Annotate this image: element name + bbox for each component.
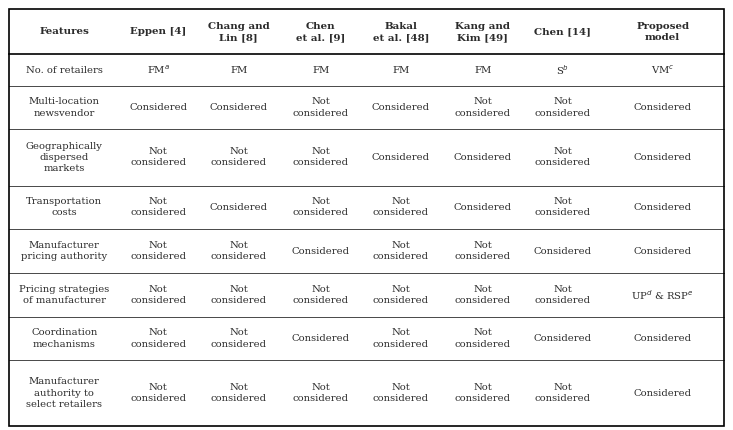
Text: Not
considered: Not considered (130, 329, 186, 349)
Text: Not
considered: Not considered (373, 285, 429, 305)
Text: Not
considered: Not considered (454, 329, 511, 349)
Text: Considered: Considered (534, 246, 592, 255)
Text: Not
considered: Not considered (130, 241, 186, 261)
Text: Not
considered: Not considered (535, 285, 591, 305)
Text: Manufacturer
authority to
select retailers: Manufacturer authority to select retaile… (26, 378, 102, 408)
Text: No. of retailers: No. of retailers (26, 65, 103, 74)
Text: Bakal
et al. [48]: Bakal et al. [48] (372, 22, 429, 42)
Text: Not
considered: Not considered (535, 383, 591, 403)
Text: Considered: Considered (634, 246, 692, 255)
Text: FM: FM (312, 65, 329, 74)
Text: Considered: Considered (634, 103, 692, 112)
Text: Not
considered: Not considered (130, 383, 186, 403)
Text: Considered: Considered (534, 334, 592, 343)
Text: FM: FM (474, 65, 491, 74)
Text: Not
considered: Not considered (211, 147, 267, 167)
Text: Multi-location
newsvendor: Multi-location newsvendor (29, 98, 100, 117)
Text: FM: FM (392, 65, 410, 74)
Text: Transportation
costs: Transportation costs (26, 197, 103, 218)
Text: Not
considered: Not considered (292, 98, 349, 117)
Text: Not
considered: Not considered (454, 241, 511, 261)
Text: Considered: Considered (454, 153, 512, 162)
Text: Not
considered: Not considered (292, 197, 349, 218)
Text: Features: Features (40, 28, 89, 37)
Text: UP$^d$ & RSP$^e$: UP$^d$ & RSP$^e$ (631, 288, 694, 302)
Text: Not
considered: Not considered (373, 197, 429, 218)
Text: Not
considered: Not considered (373, 241, 429, 261)
Text: Not
considered: Not considered (130, 147, 186, 167)
Text: Not
considered: Not considered (211, 383, 267, 403)
Text: Chen [14]: Chen [14] (534, 28, 592, 37)
Text: Eppen [4]: Eppen [4] (130, 28, 186, 37)
Text: Not
considered: Not considered (292, 147, 349, 167)
Text: Not
considered: Not considered (292, 383, 349, 403)
Text: Pricing strategies
of manufacturer: Pricing strategies of manufacturer (19, 285, 109, 305)
Text: VM$^c$: VM$^c$ (651, 64, 674, 76)
Text: Not
considered: Not considered (454, 98, 511, 117)
Text: Not
considered: Not considered (211, 329, 267, 349)
Text: Considered: Considered (372, 153, 430, 162)
Text: Manufacturer
pricing authority: Manufacturer pricing authority (21, 241, 107, 261)
Text: Considered: Considered (634, 153, 692, 162)
Text: S$^b$: S$^b$ (556, 63, 570, 77)
Text: Proposed
model: Proposed model (636, 22, 689, 42)
Text: Geographically
dispersed
markets: Geographically dispersed markets (26, 142, 103, 173)
Text: Considered: Considered (210, 103, 268, 112)
Text: Kang and
Kim [49]: Kang and Kim [49] (455, 22, 510, 42)
Text: Chang and
Lin [8]: Chang and Lin [8] (208, 22, 270, 42)
Text: Considered: Considered (129, 103, 188, 112)
Text: Not
considered: Not considered (130, 285, 186, 305)
Text: Considered: Considered (454, 203, 512, 212)
Text: Not
considered: Not considered (292, 285, 349, 305)
Text: Not
considered: Not considered (535, 98, 591, 117)
Text: Coordination
mechanisms: Coordination mechanisms (31, 329, 97, 349)
Text: Considered: Considered (292, 246, 350, 255)
Text: Considered: Considered (634, 203, 692, 212)
Text: Not
considered: Not considered (211, 241, 267, 261)
Text: Chen
et al. [9]: Chen et al. [9] (296, 22, 345, 42)
Text: Not
considered: Not considered (535, 197, 591, 218)
Text: Considered: Considered (210, 203, 268, 212)
Text: Not
considered: Not considered (454, 285, 511, 305)
Text: Considered: Considered (634, 334, 692, 343)
Text: Considered: Considered (292, 334, 350, 343)
Text: Not
considered: Not considered (373, 329, 429, 349)
Text: Not
considered: Not considered (211, 285, 267, 305)
Text: Not
considered: Not considered (373, 383, 429, 403)
Text: Considered: Considered (634, 389, 692, 397)
Text: Not
considered: Not considered (535, 147, 591, 167)
Text: Not
considered: Not considered (130, 197, 186, 218)
Text: FM: FM (230, 65, 248, 74)
Text: FM$^a$: FM$^a$ (147, 64, 170, 76)
Text: Not
considered: Not considered (454, 383, 511, 403)
Text: Considered: Considered (372, 103, 430, 112)
